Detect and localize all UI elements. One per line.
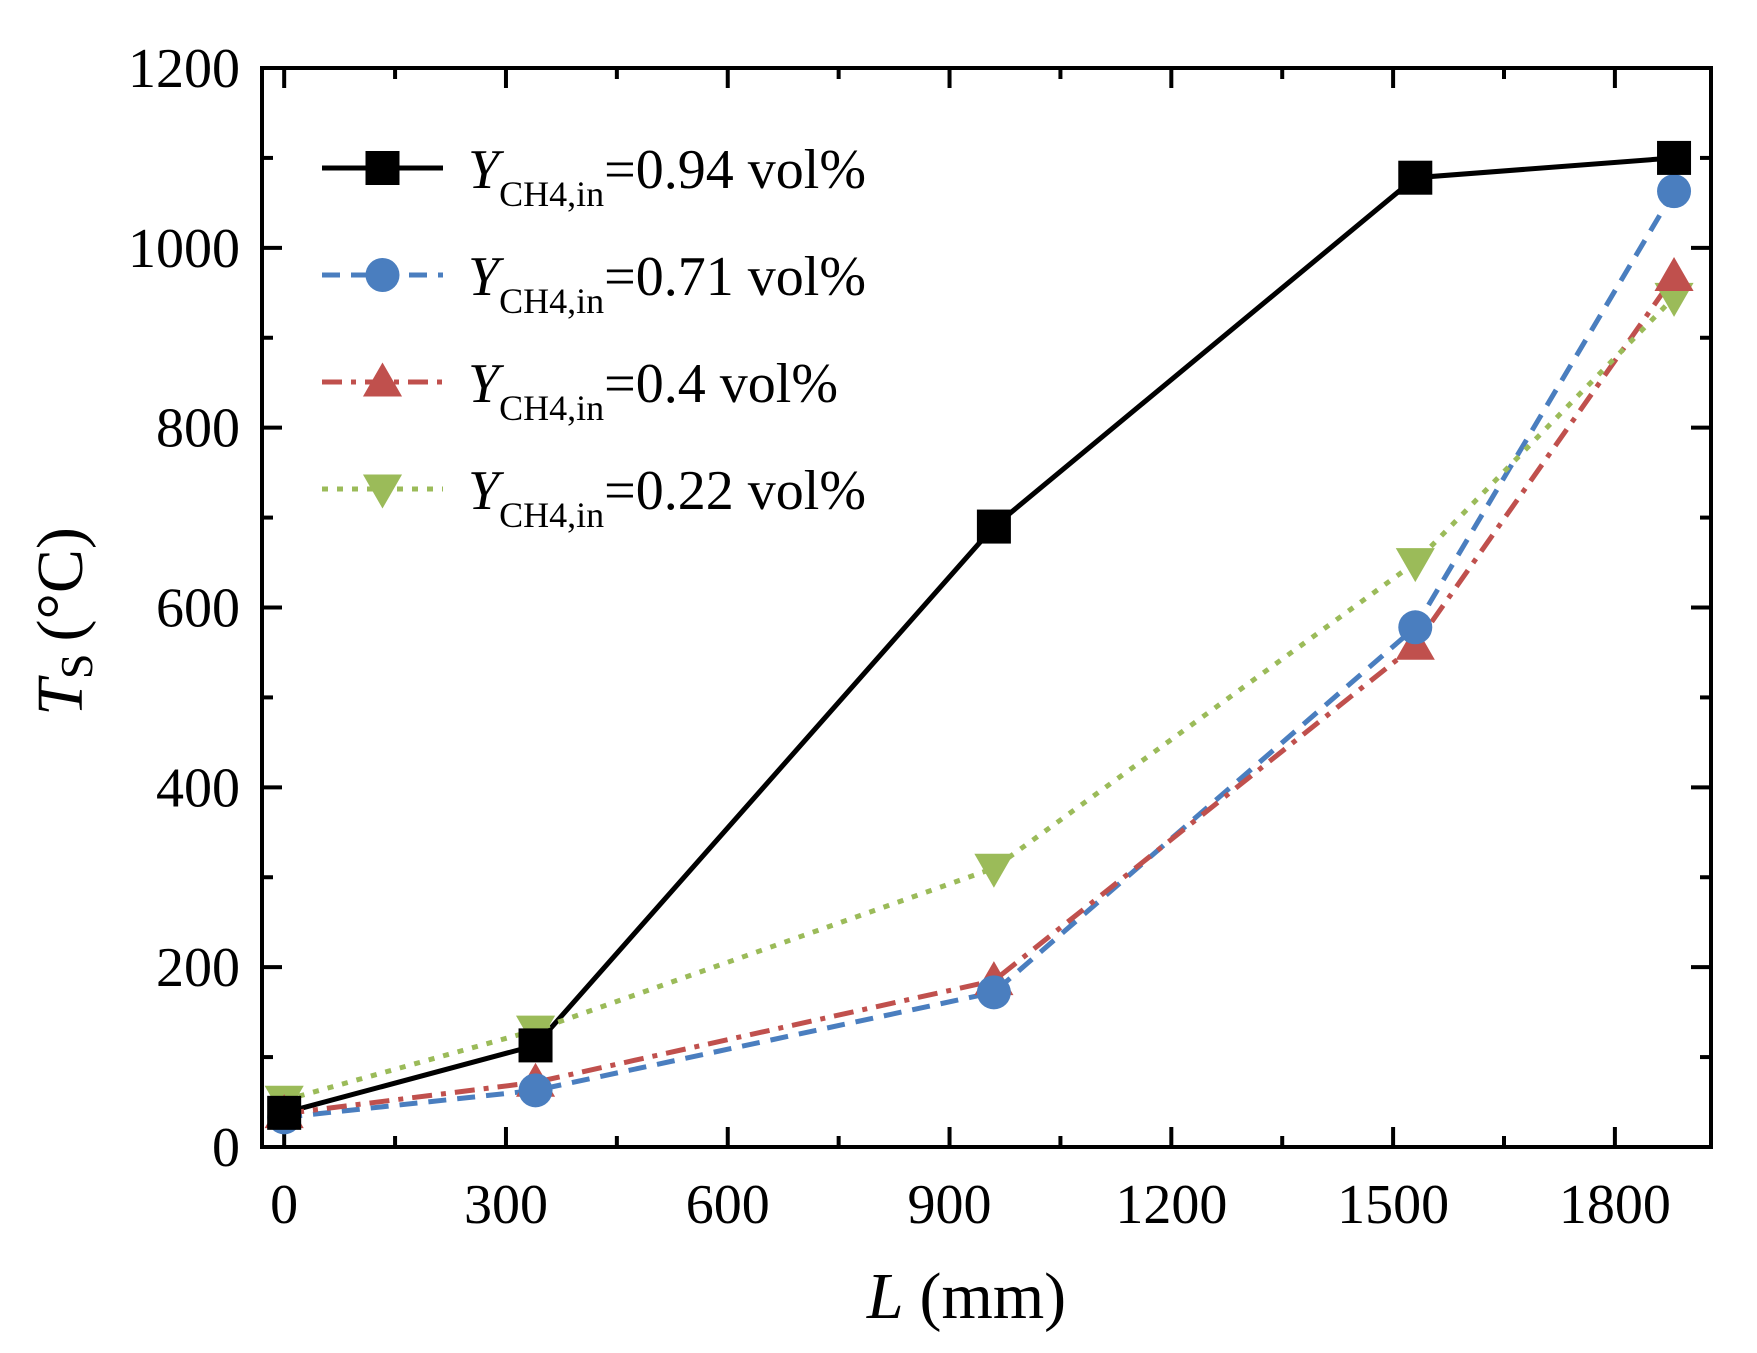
data-point-0 (1398, 160, 1433, 195)
legend-subscript: CH4,in (499, 388, 604, 428)
y-tick-label: 800 (156, 398, 240, 460)
legend-subscript: CH4,in (499, 281, 604, 321)
x-tick-label: 900 (908, 1174, 992, 1236)
data-point-0 (518, 1028, 553, 1063)
y-tick-label: 400 (156, 757, 240, 819)
x-axis-title: L (mm) (866, 1260, 1066, 1333)
data-point-3 (1395, 548, 1435, 583)
y-axis-title: TS (°C) (24, 527, 102, 716)
y-tick-label: 1000 (128, 218, 240, 280)
data-point-1 (976, 975, 1011, 1010)
y-axis-subscript: S (51, 654, 102, 680)
legend-label-1: YCH4,in=0.71 vol% (468, 246, 866, 321)
y-tick-label: 0 (212, 1117, 240, 1179)
legend-marker-3 (362, 474, 403, 509)
legend-value: =0.4 vol% (604, 353, 838, 415)
series-layer (264, 140, 1694, 1135)
y-axis-unit: (°C) (24, 527, 97, 641)
legend-value: =0.22 vol% (604, 460, 866, 522)
data-point-3 (1654, 282, 1694, 317)
x-tick-label: 600 (686, 1174, 770, 1236)
data-point-1 (518, 1073, 553, 1108)
legend-label-3: YCH4,in=0.22 vol% (468, 460, 866, 535)
tick-label-layer: 0 300 600 900 1200 1500 1800 0 200 400 600 800 1000 1… (128, 38, 1671, 1236)
data-point-0 (1657, 140, 1692, 175)
data-point-2 (1654, 257, 1694, 292)
x-tick-label: 0 (270, 1174, 298, 1236)
x-tick-label: 1500 (1337, 1174, 1449, 1236)
legend-marker-0 (365, 151, 400, 185)
legend-symbol: Y (468, 460, 505, 522)
y-tick-label: 200 (156, 937, 240, 999)
legend-value: =0.71 vol% (604, 246, 866, 308)
data-point-1 (1657, 174, 1692, 209)
x-tick-label: 1800 (1559, 1174, 1671, 1236)
x-tick-label: 300 (464, 1174, 548, 1236)
y-tick-label: 1200 (128, 38, 240, 100)
plot-frame (260, 66, 1713, 1149)
data-point-0 (976, 509, 1011, 544)
y-axis-symbol: T (24, 675, 97, 716)
legend-symbol: Y (468, 139, 505, 201)
legend-label-2: YCH4,in=0.4 vol% (468, 353, 838, 428)
x-axis-symbol: L (866, 1260, 904, 1333)
legend-subscript: CH4,in (499, 174, 604, 214)
legend-value: =0.94 vol% (604, 139, 866, 201)
data-point-0 (267, 1095, 302, 1130)
legend-marker-1 (365, 258, 400, 292)
x-tick-label: 1200 (1115, 1174, 1227, 1236)
x-axis-unit: (mm) (920, 1260, 1067, 1333)
legend-symbol: Y (468, 246, 505, 308)
legend-label-0: YCH4,in=0.94 vol% (468, 139, 866, 214)
legend-symbol: Y (468, 353, 505, 415)
data-point-1 (1398, 610, 1433, 645)
data-point-3 (974, 853, 1014, 888)
legend-subscript: CH4,in (499, 495, 604, 535)
y-tick-label: 600 (156, 578, 240, 640)
legend: YCH4,in=0.94 vol%YCH4,in=0.71 vol%YCH4,i… (322, 139, 866, 535)
legend-marker-2 (362, 362, 403, 397)
